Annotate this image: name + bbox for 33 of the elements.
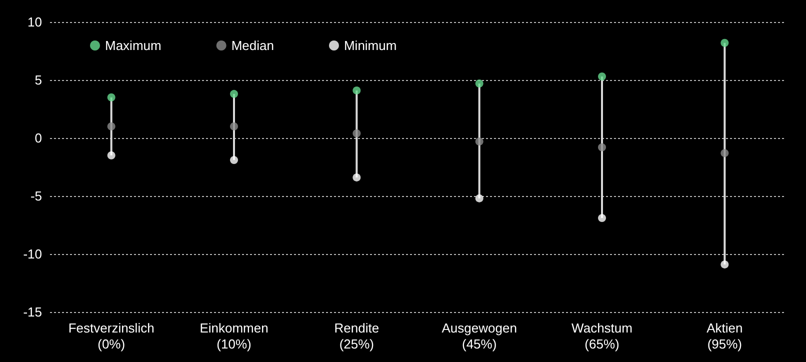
x-tick-label: Ausgewogen (45%): [442, 320, 517, 352]
point: [475, 194, 484, 202]
x-tick-label: Aktien (95%): [706, 320, 743, 352]
point: [230, 122, 238, 130]
point: [352, 129, 361, 138]
point: [230, 90, 238, 98]
x-tick-label: Wachstum (65%): [572, 320, 632, 352]
x-tick-label: Rendite (25%): [334, 320, 380, 352]
point: [107, 151, 116, 160]
y-tick-label: -5: [30, 188, 42, 204]
y-tick-label: 0: [34, 130, 42, 146]
x-tick-label: Einkommen (10%): [200, 320, 268, 352]
y-tick-label: -15: [23, 304, 42, 320]
point: [230, 156, 238, 164]
point: [475, 79, 484, 88]
point: [475, 137, 484, 146]
point: [598, 143, 606, 152]
x-tick-label: Festverzinslich (0%): [68, 320, 154, 352]
legend-label: Median: [231, 38, 274, 53]
point: [720, 149, 729, 158]
legend-label: Maximum: [105, 38, 162, 53]
point: [598, 72, 606, 81]
y-tick-label: 5: [34, 72, 42, 88]
point: [107, 93, 116, 102]
point: [720, 260, 729, 268]
point: [352, 173, 361, 182]
legend-label: Minimum: [344, 38, 397, 53]
point: [352, 86, 361, 94]
y-tick-label: -10: [23, 246, 42, 262]
y-tick-label: 10: [28, 14, 42, 30]
point: [598, 214, 606, 222]
point: [107, 122, 116, 130]
point: [720, 38, 729, 47]
